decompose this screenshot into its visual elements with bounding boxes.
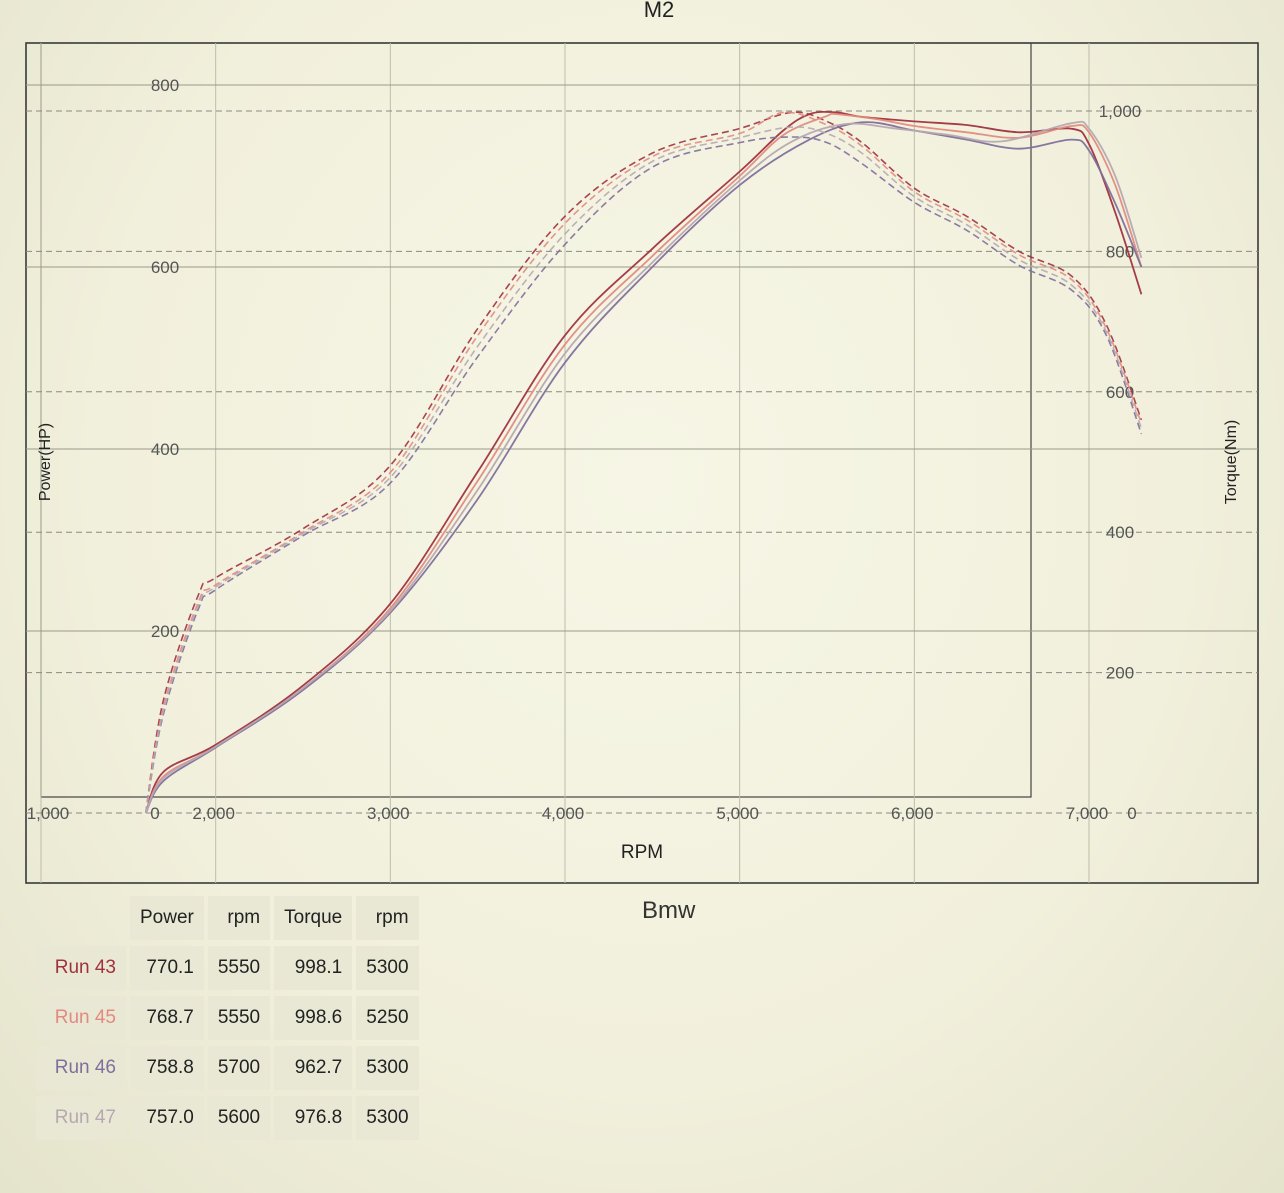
power-value: 758.8 [130,1046,204,1090]
x-tick-label: 7,000 [1066,804,1109,823]
power-line [144,120,1143,814]
x-tick-label: 4,000 [542,804,585,823]
run-label: Run 45 [36,996,126,1040]
table-row: Run 47 757.0 5600 976.8 5300 [36,1096,419,1140]
torque-value: 998.1 [274,946,353,990]
torque-tick-label: 600 [1106,383,1134,402]
results-header-torque-rpm: rpm [356,896,419,940]
torque-line [145,111,1143,814]
run-label: Run 43 [36,946,126,990]
power-value: 770.1 [130,946,204,990]
dyno-chart: M2 RPM Power(HP) Torque(Nm) 2,000 3,000 4,000 5… [25,0,1259,884]
chart-svg: M2 RPM Power(HP) Torque(Nm) 2,000 3,000 4,000 5… [25,0,1259,884]
x-tick-label: 6,000 [891,804,934,823]
torque-rpm-value: 5300 [356,946,419,990]
chart-subtitle: Bmw [642,897,696,924]
torque-tick-label: 200 [1106,664,1134,683]
torque-rpm-value: 5300 [356,1046,419,1090]
power-tick-label: 800 [151,76,179,95]
torque-rpm-value: 5250 [356,996,419,1040]
results-header-power-rpm: rpm [207,896,271,940]
power-axis-edge-label: 1,000 [27,804,70,823]
results-header-torque: Torque [274,896,353,940]
series-run-43 [144,110,1143,814]
outer-frame [25,42,1259,884]
torque-tick-label: 400 [1106,523,1134,542]
results-header-power: Power [130,896,204,940]
power-line [144,110,1143,814]
power-tick-label: 0 [150,804,159,823]
power-rpm-value: 5700 [207,1046,271,1090]
power-rpm-value: 5600 [207,1096,271,1140]
series-run-46 [144,121,1143,814]
table-row: Run 43 770.1 5550 998.1 5300 [36,946,419,990]
power-value: 768.7 [130,996,204,1040]
power-rpm-value: 5550 [207,996,271,1040]
inner-frame [40,42,1032,798]
table-row: Run 46 758.8 5700 962.7 5300 [36,1046,419,1090]
power-rpm-value: 5550 [207,946,271,990]
power-line [144,112,1143,814]
power-tick-label: 400 [151,440,179,459]
x-tick-label: 2,000 [192,804,235,823]
results-table: Power rpm Torque rpm Run 43 770.1 5550 9… [32,890,423,1146]
y-axis-label-left: Power(HP) [37,423,54,501]
table-row: Run 45 768.7 5550 998.6 5250 [36,996,419,1040]
series-run-45 [144,111,1143,814]
power-tick-label: 600 [151,258,179,277]
y-axis-label-right: Torque(Nm) [1223,420,1240,504]
power-line [144,121,1143,814]
torque-tick-label: 1,000 [1099,102,1142,121]
torque-value: 998.6 [274,996,353,1040]
torque-rpm-value: 5300 [356,1096,419,1140]
torque-value: 976.8 [274,1096,353,1140]
chart-title: M2 [644,0,675,22]
results-header-blank [36,896,126,940]
torque-value: 962.7 [274,1046,353,1090]
results-header-row: Power rpm Torque rpm [36,896,419,940]
torque-line [145,126,1143,814]
torque-tick-label: 0 [1127,804,1136,823]
series-run-47 [144,120,1143,814]
torque-line [145,136,1143,814]
x-tick-label: 5,000 [716,804,759,823]
x-axis-label: RPM [621,842,663,863]
power-tick-label: 200 [151,622,179,641]
run-label: Run 47 [36,1096,126,1140]
x-tick-label: 3,000 [367,804,410,823]
torque-line [145,111,1143,814]
run-label: Run 46 [36,1046,126,1090]
power-value: 757.0 [130,1096,204,1140]
